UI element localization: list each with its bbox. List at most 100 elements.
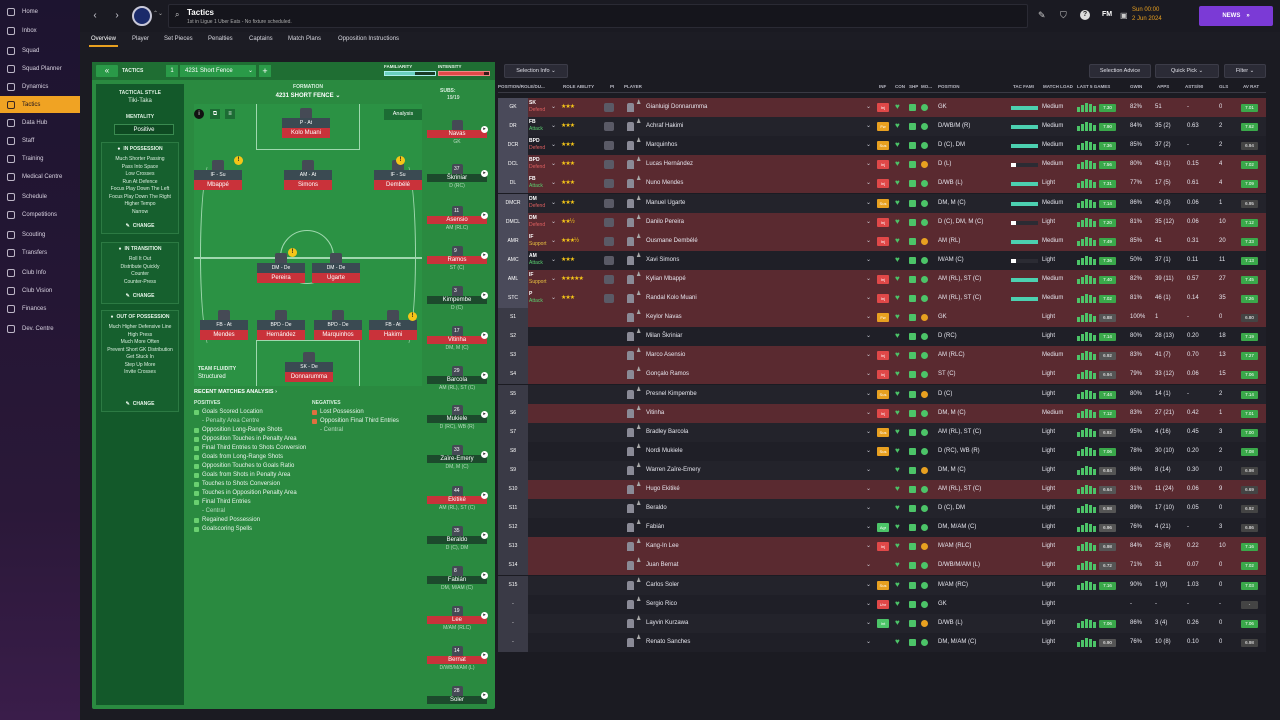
player-card[interactable]: SK - De Donnarumma xyxy=(285,352,333,383)
player-info-icon[interactable]: ♟ xyxy=(636,501,642,508)
player-dropdown-icon[interactable]: ⌄ xyxy=(866,104,872,110)
player-dropdown-icon[interactable]: ⌄ xyxy=(866,409,872,416)
player-name[interactable]: Carlos Soler xyxy=(646,581,680,588)
player-info-icon[interactable]: ♟ xyxy=(636,386,642,393)
player-info-icon[interactable]: ♟ xyxy=(636,596,642,603)
news-button[interactable]: NEWS » xyxy=(1199,6,1273,26)
club-crest[interactable] xyxy=(132,6,152,26)
player-info-icon[interactable]: ♟ xyxy=(636,424,642,431)
player-dropdown-icon[interactable]: ⌄ xyxy=(866,505,872,512)
swap-arrow-icon[interactable]: ▸ xyxy=(481,170,488,177)
column-header[interactable]: APPS xyxy=(1157,84,1170,89)
swap-arrow-icon[interactable]: ▸ xyxy=(481,652,488,659)
player-info-icon[interactable]: ♟ xyxy=(636,634,642,641)
player-info-icon[interactable]: ♟ xyxy=(636,119,642,126)
column-header[interactable]: INF xyxy=(879,84,887,89)
player-dropdown-icon[interactable]: ⌄ xyxy=(866,333,872,340)
instructions-icon[interactable] xyxy=(604,103,614,112)
selection-info-button[interactable]: Selection Info ⌄ xyxy=(504,64,568,78)
sidebar-item-club-info[interactable]: Club Info xyxy=(0,264,80,281)
instructions-icon[interactable] xyxy=(604,217,614,227)
quick-pick-button[interactable]: Quick Pick ⌄ xyxy=(1155,64,1219,78)
player-name[interactable]: Warren Zaïre-Emery xyxy=(646,466,701,473)
tactic-slot[interactable]: 1 xyxy=(166,65,178,77)
player-name[interactable]: Bradley Barcola xyxy=(646,428,689,435)
player-name[interactable]: Lucas Hernández xyxy=(646,161,694,168)
player-name[interactable]: Layvin Kurzawa xyxy=(646,619,689,626)
table-row[interactable]: S12 ♟ Fabián ⌄ Agr ♥ DM, M/AM (C) Light 6.96 76% 4… xyxy=(498,518,1266,538)
sub-player[interactable]: 11 Asensio AM (RLC) ▸ xyxy=(425,206,490,231)
column-header[interactable]: PI xyxy=(610,84,615,89)
sub-player[interactable]: 44 Ekitiké AM (RL), ST (C) ▸ xyxy=(425,486,490,511)
sub-player[interactable]: 26 Mukiele D (RC), WB (R) ▸ xyxy=(425,405,490,430)
player-info-icon[interactable]: ♟ xyxy=(636,482,642,488)
player-name[interactable]: Manuel Ugarte xyxy=(646,199,686,206)
sub-player[interactable]: 8 Fabián DM, M/AM (C) ▸ xyxy=(425,566,490,591)
column-header[interactable]: PLAYER xyxy=(624,84,642,89)
player-dropdown-icon[interactable]: ⌄ xyxy=(866,486,872,492)
table-row[interactable]: - ♟ Sergio Rico ⌄ Unr ♥ GK Light - - - - - xyxy=(498,594,1266,614)
back-icon[interactable]: ‹ xyxy=(93,10,97,21)
player-name[interactable]: Marquinhos xyxy=(646,142,678,149)
player-card[interactable]: DM - De Ugarte xyxy=(312,253,360,284)
player-info-icon[interactable]: ♟ xyxy=(636,348,642,355)
crest-dropdown-icon[interactable]: ⌃⌄ xyxy=(153,11,164,17)
column-header[interactable]: POSITION/ROLE/DU... xyxy=(498,84,545,89)
column-header[interactable]: TAC FAMI xyxy=(1013,84,1034,89)
role-dropdown-icon[interactable]: ⌄ xyxy=(551,104,557,110)
selection-advice-button[interactable]: Selection Advice xyxy=(1089,64,1151,78)
table-row[interactable]: S3 ♟ Marco Asensio ⌄ Inj ♥ AM (RLC) Medium 6.92 8… xyxy=(498,346,1266,366)
table-row[interactable]: S1 ♟ Keylor Navas ⌄ Fw ♥ GK Light 6.88 100% 1 - 0 6.8… xyxy=(498,308,1266,328)
table-row[interactable]: S6 ♟ Vitinha ⌄ Inj ♥ DM, M (C) Medium 7.12 83% 27 … xyxy=(498,403,1266,423)
player-info-icon[interactable]: ♟ xyxy=(636,577,642,584)
role-dropdown-icon[interactable]: ⌄ xyxy=(551,295,557,301)
player-name[interactable]: Fabián xyxy=(646,524,665,531)
player-info-icon[interactable]: ♟ xyxy=(636,367,642,374)
swap-arrow-icon[interactable]: ▸ xyxy=(481,532,488,539)
sidebar-item-dev-centre[interactable]: Dev. Centre xyxy=(0,320,80,337)
player-card[interactable]: BPD - De Hernández xyxy=(257,310,305,341)
player-card[interactable]: FB - At Hakimi xyxy=(369,310,417,341)
tab-set-pieces[interactable]: Set Pieces xyxy=(164,36,193,42)
player-name[interactable]: Ousmane Dembélé xyxy=(646,237,698,244)
player-card[interactable]: FB - At Mendes xyxy=(200,310,248,341)
player-name[interactable]: Danilo Pereira xyxy=(646,218,685,225)
player-dropdown-icon[interactable]: ⌄ xyxy=(866,562,872,569)
player-info-icon[interactable]: ♟ xyxy=(636,233,642,240)
sidebar-item-data-hub[interactable]: Data Hub xyxy=(0,114,80,131)
out-of-possession-change-button[interactable]: ✎ CHANGE xyxy=(125,401,155,407)
player-name[interactable]: Achraf Hakimi xyxy=(646,123,684,130)
sidebar-item-finances[interactable]: Finances xyxy=(0,300,80,317)
column-header[interactable]: SHP xyxy=(909,84,919,89)
rma-title[interactable]: RECENT MATCHES ANALYSIS › xyxy=(194,389,277,395)
table-row[interactable]: S11 ♟ Beraldo ⌄ ♥ D (C), DM Light 6.98 89% 17 (10… xyxy=(498,499,1266,519)
player-info-icon[interactable]: ♟ xyxy=(636,558,642,565)
player-card[interactable]: DM - De Pereira xyxy=(257,253,305,284)
help-icon[interactable]: ? xyxy=(1080,10,1090,20)
column-header[interactable]: GWIN xyxy=(1130,84,1143,89)
forward-icon[interactable]: › xyxy=(115,10,119,21)
tactic-name-select[interactable]: 4231 Short Fence ⌄ xyxy=(180,65,256,77)
instructions-icon[interactable] xyxy=(604,274,614,284)
add-tactic-button[interactable]: + xyxy=(259,65,271,77)
player-card[interactable]: IF - Su Mbappé xyxy=(194,160,242,191)
player-name[interactable]: Renato Sanches xyxy=(646,638,691,645)
column-header[interactable]: POSITION xyxy=(938,84,960,89)
tab-match-plans[interactable]: Match Plans xyxy=(288,36,322,42)
formation-select[interactable]: 4231 SHORT FENCE ⌄ xyxy=(275,93,341,99)
player-name[interactable]: Nuno Mendes xyxy=(646,180,684,187)
player-dropdown-icon[interactable]: ⌄ xyxy=(866,524,872,531)
table-row[interactable]: DCR BPD Defend ⌄ ★★★ ♟ Marquinhos ⌄ Sus ♥ D (C), D… xyxy=(498,136,1266,156)
tab-captains[interactable]: Captains xyxy=(249,36,273,42)
mentality-select[interactable]: Positive xyxy=(114,124,174,135)
collapse-icon[interactable]: « xyxy=(96,65,118,77)
player-name[interactable]: Presnel Kimpembe xyxy=(646,390,697,397)
column-header[interactable]: GLS xyxy=(1219,84,1229,89)
sub-player[interactable]: 9 Ramos ST (C) ▸ xyxy=(425,246,490,271)
instructions-icon[interactable] xyxy=(604,198,614,208)
sub-player[interactable]: 17 Vitinha DM, M (C) ▸ xyxy=(425,326,490,351)
role-dropdown-icon[interactable]: ⌄ xyxy=(551,218,557,225)
swap-arrow-icon[interactable]: ▸ xyxy=(481,372,488,379)
player-dropdown-icon[interactable]: ⌄ xyxy=(866,295,872,301)
column-header[interactable]: MATCH LOAD xyxy=(1043,84,1073,89)
